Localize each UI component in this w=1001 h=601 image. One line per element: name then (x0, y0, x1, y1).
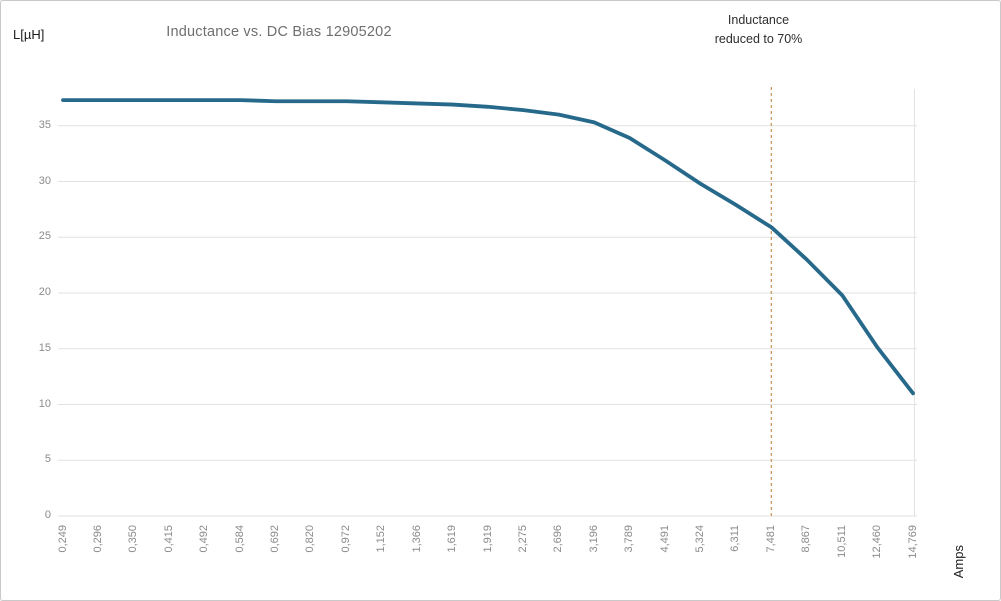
x-tick-label: 8,867 (800, 525, 813, 553)
x-tick-label: 4,491 (658, 525, 671, 553)
x-tick-label: 0,350 (127, 525, 140, 553)
x-tick-label: 6,311 (729, 525, 742, 552)
x-tick-label: 0,249 (56, 525, 69, 553)
y-tick-label: 0 (44, 509, 51, 521)
y-axis-unit-label: L[µH] (13, 27, 45, 42)
x-tick-label: 7,481 (764, 525, 777, 553)
x-tick-label: 0,415 (162, 525, 175, 553)
x-tick-label: 1,919 (481, 525, 494, 553)
x-tick-label: 1,366 (410, 525, 423, 553)
y-tick-label: 30 (38, 174, 51, 187)
x-tick-label: 3,196 (587, 525, 600, 553)
threshold-annotation-line2: reduced to 70% (714, 31, 803, 46)
y-tick-label: 20 (38, 286, 51, 298)
y-tick-label: 15 (38, 341, 51, 354)
x-tick-label: 12,460 (871, 525, 884, 559)
y-tick-label: 5 (44, 453, 51, 466)
x-tick-label: 0,692 (269, 525, 281, 553)
x-tick-label: 1,152 (375, 525, 388, 553)
inductance-curve (61, 98, 915, 396)
x-tick-label: 5,324 (694, 525, 706, 553)
x-tick-label: 0,296 (91, 525, 104, 553)
x-tick-label: 2,275 (516, 525, 529, 553)
x-tick-label: 1,619 (446, 525, 459, 553)
x-tick-label: 10,511 (835, 525, 848, 558)
x-tick-label: 3,789 (623, 525, 636, 553)
chart-title: Inductance vs. DC Bias 12905202 (166, 24, 392, 40)
threshold-annotation-line1: Inductance (727, 13, 790, 27)
x-tick-label: 0,584 (233, 525, 246, 553)
y-tick-label: 10 (38, 397, 51, 410)
x-tick-label: 2,696 (552, 525, 565, 553)
x-tick-label: 0,492 (198, 525, 211, 553)
threshold-annotation: Inductance reduced to 70% (688, 11, 829, 49)
y-tick-label: 25 (38, 230, 51, 243)
x-tick-label: 14,769 (906, 525, 919, 559)
x-axis-unit-label: Amps (951, 545, 966, 579)
x-tick-label: 0,972 (339, 525, 352, 553)
x-tick-label: 0,820 (304, 525, 317, 553)
y-tick-label: 35 (38, 118, 51, 131)
